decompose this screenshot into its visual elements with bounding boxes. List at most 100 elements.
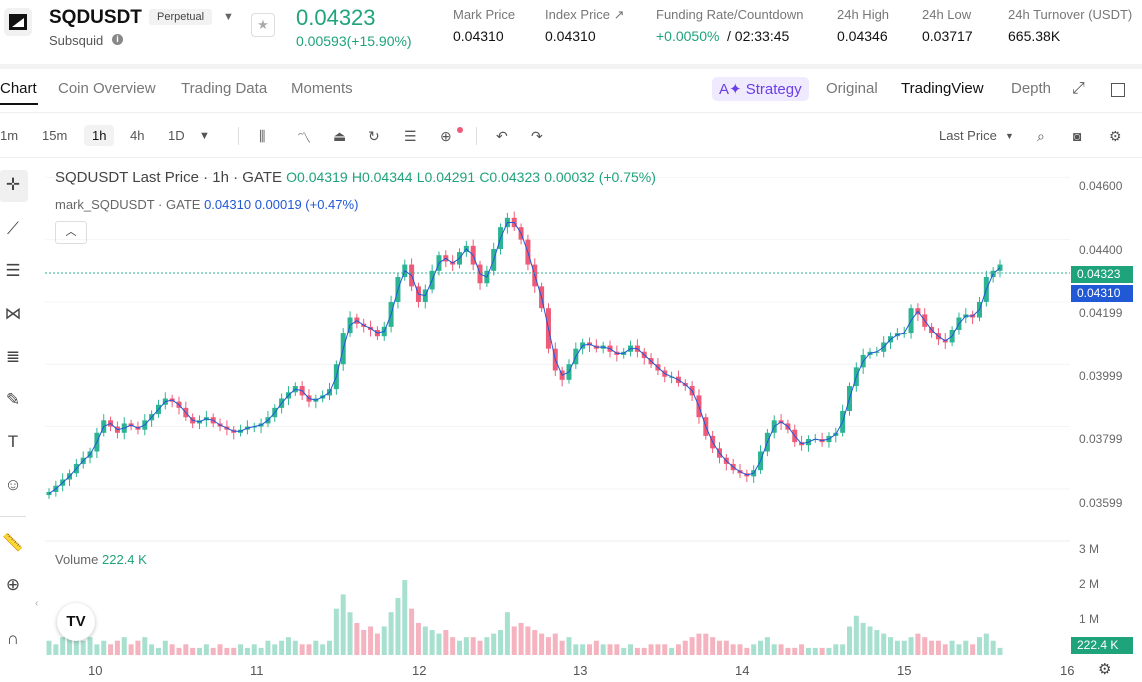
volume-bar [600,644,606,655]
price-type-select[interactable]: Last Price [939,128,997,143]
vol-tick: 2 M [1079,577,1100,591]
volume-bar [470,637,476,655]
volume-bar [764,637,770,655]
volume-bar [778,644,784,655]
tools-separator [0,516,26,517]
chart-legend-main: SQDUSDT Last Price · 1h · GATE O0.04319 … [55,169,656,186]
volume-bar [949,640,955,655]
toolbar-divider [0,157,1142,158]
trendline-icon[interactable]: ⟋ [7,219,19,238]
ruler-icon[interactable]: 📏 [2,533,24,552]
volume-bar [108,644,114,655]
redo-icon[interactable]: ↷ [531,128,543,144]
timeframe-4h[interactable]: 4h [130,128,145,143]
volume-bar [279,640,285,655]
volume-bar [716,640,722,655]
mark-name: mark_SQDUSDT · GATE [55,197,201,212]
collapse-tools-icon[interactable]: ‹ [35,598,39,609]
indicators-icon[interactable]: 〽 [297,130,311,146]
pattern-icon[interactable]: ⋈ [4,304,22,323]
timeframe-15m[interactable]: 15m [42,128,68,143]
volume-bar [833,644,839,655]
tab-chart[interactable]: Chart [0,80,37,97]
volume-bar [901,640,907,655]
volume-bar [162,640,168,655]
add-icon[interactable]: ⊕ [440,128,452,144]
volume-bar [628,644,634,655]
volume-bar [333,608,339,655]
volume-bar [915,633,921,655]
legend-collapse-button[interactable]: ︿ [55,221,87,244]
volume-bar [580,644,586,655]
volume-bar [648,644,654,655]
timeframe-1m[interactable]: 1m [0,128,19,143]
expand-icon[interactable]: ⤢ [1072,80,1085,97]
price-type-dropdown-icon[interactable]: ▼ [1005,131,1014,141]
volume-bar [593,640,599,655]
view-tradingview[interactable]: TradingView [901,80,984,97]
volume-bar [799,644,805,655]
volume-bar [46,640,52,655]
text-icon[interactable]: T [7,432,19,451]
info-icon[interactable]: i [112,34,123,45]
horizontal-lines-icon[interactable]: ☰ [5,261,21,280]
contract-type-badge: Perpetual [149,9,213,25]
chart-settings-icon[interactable]: ⚙ [1098,661,1112,678]
view-original[interactable]: Original [826,80,878,97]
search-icon[interactable]: ⌕ [1037,128,1045,144]
settings-icon[interactable]: ⚙ [1109,128,1122,144]
stat-value-mark-price: 0.04310 [453,28,504,44]
volume-bar [771,644,777,655]
alert-icon[interactable]: ⏏ [333,128,347,144]
emoji-icon[interactable]: ☺ [4,475,22,494]
volume-bar [135,640,141,655]
mark-price-tag: 0.04310 [1071,285,1133,302]
fib-icon[interactable]: ≣ [5,347,21,366]
volume-bar [888,637,894,655]
candle-type-icon[interactable]: ⫼ [259,128,266,144]
stat-label-index-price[interactable]: Index Price ↗ [545,7,625,22]
view-depth[interactable]: Depth [1011,80,1052,97]
undo-icon[interactable]: ↶ [496,128,508,144]
zoom-in-icon[interactable]: ⊕ [5,575,21,594]
volume-bar [867,626,873,655]
tab-trading-data[interactable]: Trading Data [181,80,268,97]
volume-bar [484,637,490,655]
window-icon[interactable] [1111,83,1125,97]
candlesticks [46,211,1003,499]
camera-icon[interactable]: ◙ [1073,128,1082,144]
list-icon[interactable]: ☰ [404,128,417,144]
magnet-icon[interactable]: ∩ [6,629,20,648]
strategy-button[interactable]: A✦ Strategy [712,77,809,101]
volume-bar [53,644,59,655]
tab-moments[interactable]: Moments [291,80,353,97]
volume-bar [155,647,161,655]
volume-bar [94,644,100,655]
volume-bar [87,637,93,655]
timeframe-dropdown-icon[interactable]: ▼ [199,130,210,142]
volume-bar [395,597,401,655]
brush-icon[interactable]: ✎ [5,390,21,409]
volume-bar [327,640,333,655]
volume-bar [997,647,1003,655]
volume-bar [675,644,681,655]
favorite-star-icon[interactable]: ★ [251,13,275,37]
volume-bar [696,633,702,655]
replay-icon[interactable]: ↻ [368,128,380,144]
symbol-name[interactable]: SQDUSDT [49,7,142,28]
volume-bar [853,615,859,655]
tab-coin-overview[interactable]: Coin Overview [58,80,156,97]
volume-bar [121,637,127,655]
volume-bar [710,637,716,655]
tradingview-logo[interactable]: TV [57,603,95,641]
timeframe-1h[interactable]: 1h [84,125,115,146]
timeframe-1d[interactable]: 1D [168,128,185,143]
volume-bar [785,647,791,655]
stat-value-24h-low: 0.03717 [922,28,973,44]
volume-bar [840,644,846,655]
volume-bar [313,640,319,655]
symbol-dropdown-icon[interactable]: ▼ [223,11,234,23]
crosshair-icon[interactable]: ✛ [5,175,21,194]
volume-bar [559,640,565,655]
